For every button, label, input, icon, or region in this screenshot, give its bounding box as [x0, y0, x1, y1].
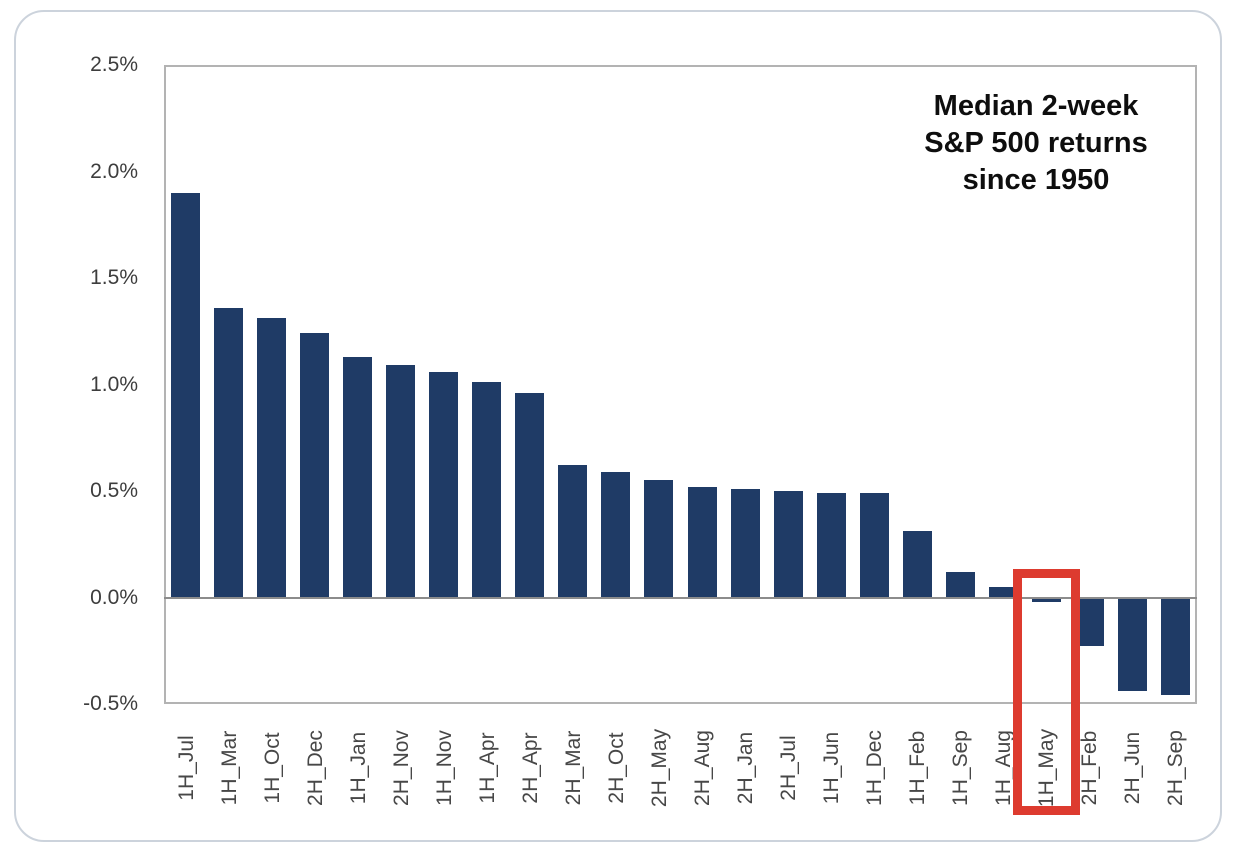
- x-tick-label-1H_Feb: 1H_Feb: [906, 730, 930, 806]
- bar-2H_Nov: [386, 365, 416, 598]
- highlight-box: [1013, 568, 1081, 815]
- bar-2H_Sep: [1160, 597, 1190, 696]
- bar-1H_Nov: [429, 371, 459, 598]
- chart-title: Median 2-week S&P 500 returns since 1950: [878, 88, 1194, 199]
- bar-1H_Apr: [472, 382, 502, 598]
- x-tick-label-1H_Jun: 1H_Jun: [820, 731, 844, 805]
- bar-2H_Apr: [515, 393, 545, 598]
- x-tick-label-1H_Dec: 1H_Dec: [863, 730, 887, 806]
- bar-1H_Jan: [343, 356, 373, 598]
- x-tick-label-1H_Sep: 1H_Sep: [949, 730, 973, 806]
- bar-1H_Aug: [988, 586, 1018, 598]
- x-tick-label-1H_Jul: 1H_Jul: [174, 735, 198, 801]
- y-tick-label: 0.0%: [90, 585, 138, 609]
- y-tick-label: -0.5%: [83, 692, 138, 715]
- bar-1H_Jun: [816, 493, 846, 598]
- bar-2H_Jun: [1117, 597, 1147, 692]
- x-tick-label-2H_Sep: 2H_Sep: [1164, 730, 1188, 806]
- bar-1H_Feb: [902, 531, 932, 598]
- bar-2H_Jan: [730, 488, 760, 598]
- chart-card: Median 2-week S&P 500 returns since 1950…: [14, 10, 1222, 842]
- y-tick-label: 1.0%: [90, 372, 138, 396]
- x-tick-label-1H_Jan: 1H_Jan: [346, 731, 370, 805]
- x-tick-label-2H_Apr: 2H_Apr: [518, 732, 542, 804]
- y-tick-label: 2.0%: [90, 159, 138, 183]
- y-tick-label: 2.5%: [90, 53, 138, 76]
- x-tick-label-2H_Mar: 2H_Mar: [561, 730, 585, 806]
- x-tick-label-2H_Nov: 2H_Nov: [389, 730, 413, 806]
- x-tick-label-2H_Jan: 2H_Jan: [734, 731, 758, 805]
- chart-title-line-3: since 1950: [962, 164, 1110, 197]
- x-tick-label-1H_Nov: 1H_Nov: [432, 730, 456, 806]
- chart-title-line-2: S&P 500 returns: [924, 127, 1148, 160]
- chart-title-line-1: Median 2-week: [933, 90, 1139, 122]
- x-tick-label-2H_Jun: 2H_Jun: [1121, 731, 1145, 805]
- bar-1H_Mar: [214, 307, 244, 598]
- x-tick-label-2H_Aug: 2H_Aug: [691, 730, 715, 806]
- bar-1H_Oct: [257, 318, 287, 598]
- bar-2H_Jul: [773, 491, 803, 598]
- x-tick-label-2H_Dec: 2H_Dec: [303, 730, 327, 806]
- bar-1H_Dec: [859, 493, 889, 598]
- bar-1H_Jul: [171, 192, 201, 598]
- bar-2H_Oct: [601, 471, 631, 598]
- bar-2H_Dec: [300, 333, 330, 598]
- x-tick-label-2H_May: 2H_May: [647, 728, 671, 808]
- zero-axis-line: [164, 596, 1197, 599]
- x-tick-label-1H_Apr: 1H_Apr: [475, 732, 499, 804]
- bar-1H_Sep: [945, 571, 975, 598]
- y-tick-label: 1.5%: [90, 266, 138, 289]
- bar-2H_May: [644, 480, 674, 598]
- x-tick-label-2H_Feb: 2H_Feb: [1078, 730, 1102, 806]
- x-tick-label-1H_Mar: 1H_Mar: [217, 730, 241, 806]
- bar-1H_May: [1031, 597, 1061, 602]
- bar-2H_Aug: [687, 486, 717, 598]
- x-tick-label-2H_Oct: 2H_Oct: [604, 732, 628, 804]
- x-tick-label-2H_Jul: 2H_Jul: [777, 735, 801, 801]
- y-tick-label: 0.5%: [90, 479, 138, 502]
- bar-2H_Mar: [558, 465, 588, 598]
- x-tick-label-1H_Oct: 1H_Oct: [260, 732, 284, 804]
